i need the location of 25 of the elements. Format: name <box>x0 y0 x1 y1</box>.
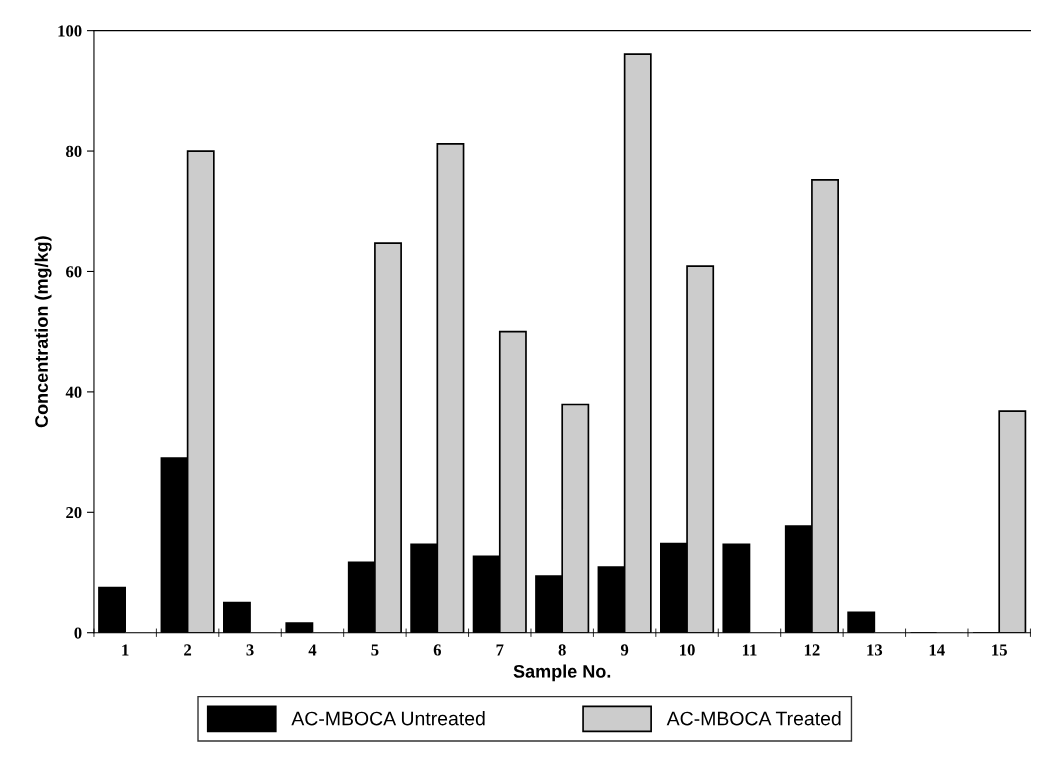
x-tick-label: 12 <box>804 644 820 656</box>
x-tick-label: 1 <box>122 644 129 656</box>
y-tick-label: 80 <box>66 145 82 157</box>
x-tick-label: 10 <box>680 644 695 656</box>
x-tick-label: 15 <box>992 644 1007 656</box>
x-tick-label: 7 <box>496 644 504 656</box>
legend-label: AC-MBOCA Treated <box>666 711 841 726</box>
x-tick-label: 3 <box>246 644 254 656</box>
x-tick-label: 4 <box>308 644 317 656</box>
x-tick-label: 9 <box>620 644 629 656</box>
legend-label: AC-MBOCA Untreated <box>291 711 485 726</box>
x-tick-label: 6 <box>433 644 442 656</box>
x-tick-label: 13 <box>867 644 883 656</box>
y-tick-label: 0 <box>74 627 82 639</box>
x-tick-label: 2 <box>184 644 192 656</box>
y-tick-label: 20 <box>66 507 82 519</box>
x-tick-label: 8 <box>558 644 566 656</box>
x-tick-label: 14 <box>929 644 945 656</box>
x-axis-title: Sample No. <box>513 664 611 682</box>
x-tick-label: 5 <box>371 644 379 656</box>
y-tick-label: 60 <box>66 266 82 278</box>
y-axis-title: Concentration (mg/kg) <box>34 236 52 428</box>
x-tick-label: 11 <box>742 644 757 656</box>
y-tick-label: 100 <box>58 25 82 37</box>
y-tick-label: 40 <box>65 386 82 398</box>
